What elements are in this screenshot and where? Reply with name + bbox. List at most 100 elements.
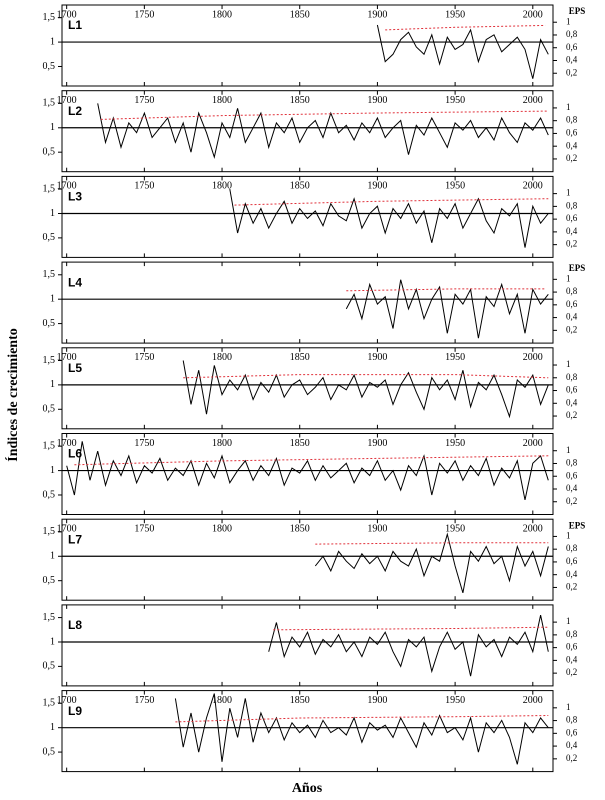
x-tick-label: 1900 bbox=[367, 9, 387, 20]
x-tick-label: 1850 bbox=[290, 438, 310, 449]
panel-frame bbox=[61, 604, 554, 687]
y-tick-label: 1,5 bbox=[43, 612, 56, 623]
panel-frame bbox=[61, 690, 554, 773]
panel-label: L7 bbox=[68, 532, 82, 546]
y-tick-label: 0,5 bbox=[43, 661, 56, 672]
y-tick-label: 0,5 bbox=[43, 318, 56, 329]
panel-label: L9 bbox=[68, 704, 82, 718]
y2-tick-label: 0,4 bbox=[566, 55, 578, 65]
y2-tick-label: 0,2 bbox=[566, 153, 577, 163]
x-tick-label: 1750 bbox=[134, 9, 154, 20]
x-tick-label: 1700 bbox=[57, 523, 77, 534]
x-tick-label: 1750 bbox=[134, 352, 154, 363]
x-tick-label: 1850 bbox=[290, 523, 310, 534]
y2-axis-title: EPS bbox=[569, 6, 586, 16]
x-tick-label: 2000 bbox=[523, 95, 543, 106]
y2-tick-label: 0,8 bbox=[566, 543, 578, 553]
panel-frame bbox=[61, 261, 554, 344]
x-tick-label: 1950 bbox=[445, 438, 465, 449]
y2-tick-label: 1 bbox=[566, 445, 571, 455]
x-tick-label: 2000 bbox=[523, 438, 543, 449]
eps-line bbox=[175, 715, 549, 723]
panel-label: L4 bbox=[68, 275, 82, 289]
y2-tick-label: 0,8 bbox=[566, 200, 578, 210]
x-tick-label: 1700 bbox=[57, 695, 77, 706]
y2-tick-label: 1 bbox=[566, 359, 571, 369]
y-tick-label: 0,5 bbox=[43, 232, 56, 243]
y-tick-label: 0,5 bbox=[43, 575, 56, 586]
eps-line bbox=[100, 110, 549, 120]
y-tick-label: 1,5 bbox=[43, 98, 56, 109]
panel-frame bbox=[61, 347, 554, 430]
index-line bbox=[345, 279, 549, 339]
x-tick-label: 1800 bbox=[212, 352, 232, 363]
x-tick-label: 2000 bbox=[523, 9, 543, 20]
y2-tick-label: 0,8 bbox=[566, 29, 578, 39]
panel-frame bbox=[61, 175, 554, 258]
y2-tick-label: 0,6 bbox=[566, 470, 578, 480]
x-tick-label: 1750 bbox=[134, 695, 154, 706]
index-line bbox=[376, 24, 549, 79]
panel-label: L2 bbox=[68, 104, 82, 118]
y-tick-label: 1,5 bbox=[43, 269, 56, 280]
y2-tick-label: 0,6 bbox=[566, 727, 578, 737]
x-tick-label: 1900 bbox=[367, 95, 387, 106]
y-tick-label: 1,5 bbox=[43, 183, 56, 194]
index-line bbox=[174, 693, 549, 765]
panel-label: L8 bbox=[68, 618, 82, 632]
panel-label: L6 bbox=[68, 447, 82, 461]
x-tick-label: 1700 bbox=[57, 438, 77, 449]
x-tick-label: 1700 bbox=[57, 9, 77, 20]
y2-tick-label: 1 bbox=[566, 188, 571, 198]
eps-line bbox=[273, 626, 549, 631]
x-tick-label: 1750 bbox=[134, 95, 154, 106]
x-tick-label: 1750 bbox=[134, 181, 154, 192]
y-tick-label: 0,5 bbox=[43, 746, 56, 757]
x-tick-label: 1900 bbox=[367, 695, 387, 706]
y2-tick-label: 0,4 bbox=[566, 312, 578, 322]
x-tick-label: 1800 bbox=[212, 523, 232, 534]
y2-tick-label: 0,4 bbox=[566, 226, 578, 236]
panel-frame bbox=[61, 4, 554, 87]
y-tick-label: 0,5 bbox=[43, 146, 56, 157]
x-tick-label: 2000 bbox=[523, 695, 543, 706]
y2-tick-label: 0,6 bbox=[566, 642, 578, 652]
eps-line bbox=[74, 455, 549, 466]
y-tick-label: 1 bbox=[50, 293, 55, 304]
y2-tick-label: 1 bbox=[566, 102, 571, 112]
x-tick-label: 1750 bbox=[134, 523, 154, 534]
x-tick-label: 1850 bbox=[290, 352, 310, 363]
x-tick-label: 1950 bbox=[445, 9, 465, 20]
x-tick-label: 1700 bbox=[57, 181, 77, 192]
y2-tick-label: 0,8 bbox=[566, 458, 578, 468]
index-line bbox=[314, 532, 549, 594]
y2-tick-label: 0,6 bbox=[566, 127, 578, 137]
index-line bbox=[229, 189, 549, 248]
x-tick-label: 1850 bbox=[290, 95, 310, 106]
x-tick-label: 1800 bbox=[212, 181, 232, 192]
x-tick-label: 1750 bbox=[134, 438, 154, 449]
y2-tick-label: 0,6 bbox=[566, 299, 578, 309]
eps-line bbox=[234, 198, 549, 206]
y2-tick-label: 0,4 bbox=[566, 483, 578, 493]
x-tick-label: 1950 bbox=[445, 181, 465, 192]
y2-tick-label: 0,2 bbox=[566, 667, 577, 677]
y2-tick-label: 0,4 bbox=[566, 654, 578, 664]
y2-tick-label: 0,8 bbox=[566, 629, 578, 639]
y2-tick-label: 0,4 bbox=[566, 397, 578, 407]
panel-label: L3 bbox=[68, 190, 82, 204]
y2-tick-label: 0,6 bbox=[566, 213, 578, 223]
y-tick-label: 0,5 bbox=[43, 489, 56, 500]
x-tick-label: 1850 bbox=[290, 181, 310, 192]
y2-tick-label: 0,8 bbox=[566, 715, 578, 725]
y2-tick-label: 0,4 bbox=[566, 740, 578, 750]
y2-tick-label: 0,4 bbox=[566, 569, 578, 579]
index-line bbox=[97, 103, 549, 160]
x-tick-label: 1700 bbox=[57, 95, 77, 106]
y2-tick-label: 0,4 bbox=[566, 140, 578, 150]
panel-frame bbox=[61, 90, 554, 173]
y-tick-label: 1 bbox=[50, 379, 55, 390]
y2-tick-label: 0,8 bbox=[566, 286, 578, 296]
y2-tick-label: 1 bbox=[566, 530, 571, 540]
